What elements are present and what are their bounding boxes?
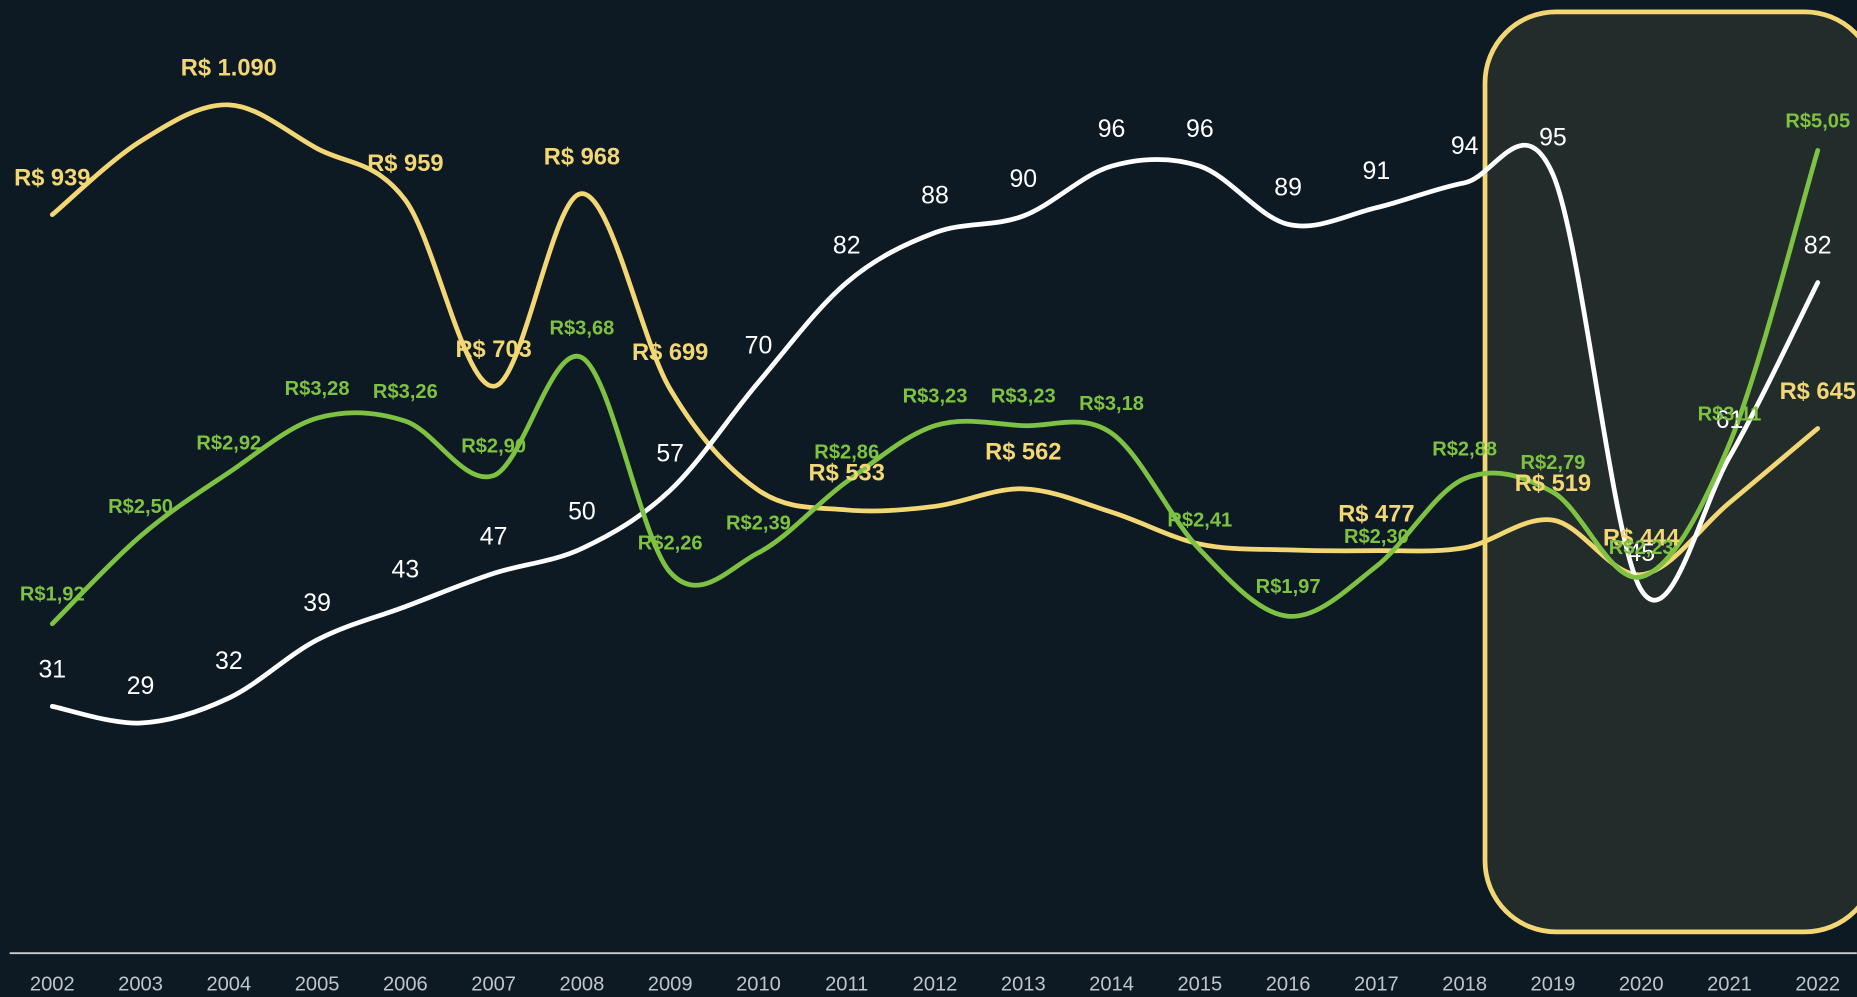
data-label: R$2,50 — [108, 496, 173, 518]
data-label: R$3,23 — [991, 386, 1056, 408]
x-tick-label: 2003 — [118, 973, 163, 995]
data-label: R$2,90 — [461, 435, 526, 457]
data-label: R$ 533 — [809, 461, 885, 487]
data-label: 88 — [921, 182, 949, 210]
x-tick-label: 2018 — [1442, 973, 1487, 995]
x-tick-label: 2010 — [736, 973, 781, 995]
series-line — [49, 102, 1821, 578]
x-tick-label: 2007 — [471, 973, 516, 995]
x-tick-label: 2021 — [1707, 973, 1752, 995]
x-tick-label: 2019 — [1531, 973, 1576, 995]
data-label: 32 — [215, 647, 243, 675]
data-label: R$ 703 — [455, 337, 531, 363]
series-line — [49, 143, 1821, 726]
x-tick-label: 2008 — [560, 973, 605, 995]
data-label: 95 — [1539, 124, 1567, 152]
data-label: 96 — [1186, 115, 1214, 143]
data-label: R$2,86 — [814, 442, 879, 464]
data-label: R$1,97 — [1256, 576, 1321, 598]
data-label: 94 — [1451, 132, 1479, 160]
data-label: R$1,92 — [20, 584, 85, 606]
data-label: R$ 939 — [14, 165, 90, 191]
data-label: 96 — [1098, 115, 1126, 143]
x-tick-label: 2014 — [1089, 973, 1134, 995]
data-label: R$3,28 — [285, 378, 350, 400]
data-label: 70 — [745, 331, 773, 359]
data-label: 47 — [480, 522, 508, 550]
data-label: R$2,23 — [1609, 537, 1674, 559]
data-label: R$ 699 — [632, 340, 708, 366]
x-tick-label: 2022 — [1795, 973, 1840, 995]
data-label: 29 — [127, 672, 155, 700]
data-label: R$ 562 — [985, 440, 1061, 466]
data-label: R$2,88 — [1432, 438, 1497, 460]
data-label: R$3,11 — [1698, 404, 1762, 426]
data-label: R$3,18 — [1079, 393, 1144, 415]
data-label: R$ 968 — [544, 144, 620, 170]
data-label: R$2,26 — [638, 532, 703, 554]
data-label: 50 — [568, 498, 596, 526]
x-tick-label: 2017 — [1354, 973, 1399, 995]
data-label: R$3,26 — [373, 381, 438, 403]
data-label: R$5,05 — [1785, 110, 1850, 132]
data-label: R$ 959 — [367, 151, 443, 177]
data-label: 45 — [1627, 539, 1655, 567]
data-label: 91 — [1363, 157, 1391, 185]
x-tick-label: 2006 — [383, 973, 428, 995]
data-label: R$ 645 — [1780, 379, 1856, 405]
data-label: R$3,68 — [549, 317, 614, 339]
data-label: 57 — [656, 439, 684, 467]
data-label: 43 — [392, 556, 420, 584]
data-label: R$2,41 — [1167, 510, 1232, 532]
x-tick-label: 2002 — [30, 973, 75, 995]
data-label: R$2,39 — [726, 513, 791, 535]
data-label: R$2,30 — [1344, 526, 1409, 548]
data-label: 89 — [1274, 173, 1302, 201]
x-tick-label: 2016 — [1266, 973, 1311, 995]
data-label: 31 — [38, 655, 66, 683]
x-tick-label: 2009 — [648, 973, 693, 995]
x-tick-label: 2020 — [1619, 973, 1664, 995]
x-tick-label: 2005 — [295, 973, 340, 995]
x-tick-label: 2012 — [913, 973, 958, 995]
data-label: 82 — [1804, 232, 1832, 260]
x-tick-label: 2004 — [206, 973, 251, 995]
data-label: R$ 519 — [1515, 471, 1591, 497]
x-tick-label: 2015 — [1177, 973, 1222, 995]
data-label: R$2,92 — [196, 432, 261, 454]
x-tick-label: 2013 — [1001, 973, 1046, 995]
data-label: 82 — [833, 232, 861, 260]
data-label: R$ 444 — [1603, 525, 1680, 551]
data-label: R$2,79 — [1520, 452, 1585, 474]
x-tick-label: 2011 — [825, 973, 868, 995]
data-label: 39 — [303, 589, 331, 617]
data-label: R$ 1.090 — [181, 56, 277, 82]
data-label: R$3,23 — [903, 386, 968, 408]
data-label: 90 — [1009, 165, 1037, 193]
series-line — [49, 148, 1821, 627]
data-label: R$ 477 — [1338, 501, 1414, 527]
data-label: 61 — [1716, 406, 1744, 434]
